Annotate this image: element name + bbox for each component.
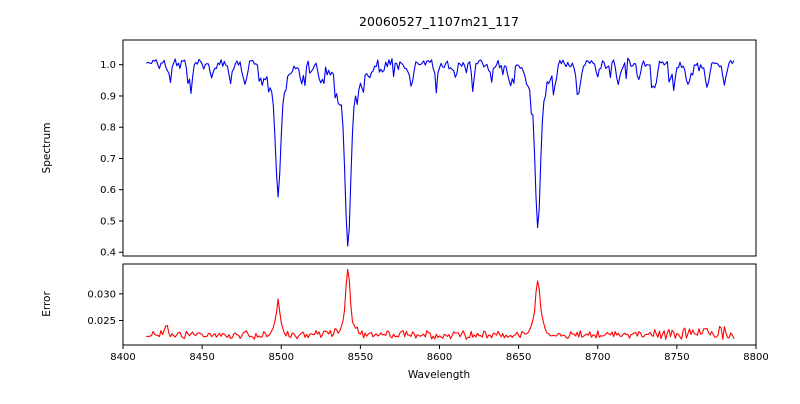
- error-panel-border: [122, 263, 757, 346]
- x-tick-label: 8550: [348, 352, 373, 363]
- spectrum-y-tick-label: 0.8: [100, 123, 116, 134]
- error-y-tick-label: 0.030: [87, 289, 116, 300]
- spectrum-y-axis-label: Spectrum: [41, 123, 53, 174]
- x-tick-label: 8400: [110, 352, 135, 363]
- spectrum-y-ticks: 1.0 0.9 0.8 0.7 0.6 0.5 0.4: [100, 60, 123, 259]
- x-tick-label: 8800: [743, 352, 768, 363]
- error-y-tick-label: 0.025: [87, 316, 116, 327]
- x-tick-label: 8450: [189, 352, 214, 363]
- spectrum-y-tick-label: 1.0: [100, 60, 116, 71]
- spectrum-y-tick-label: 0.4: [100, 248, 116, 259]
- x-tick-label: 8600: [427, 352, 452, 363]
- spectrum-panel-border: [122, 39, 757, 257]
- error-y-axis-label: Error: [41, 291, 53, 317]
- x-tick-label: 8500: [269, 352, 294, 363]
- x-axis-label: Wavelength: [408, 369, 470, 381]
- spectrum-y-tick-label: 0.7: [100, 154, 116, 165]
- spectrum-y-tick-label: 0.9: [100, 91, 116, 102]
- spectrum-y-tick-label: 0.5: [100, 216, 116, 227]
- error-line: [146, 268, 735, 340]
- spectrum-y-tick-label: 0.6: [100, 185, 116, 196]
- error-y-ticks: 0.030 0.025: [87, 289, 123, 327]
- x-tick-label: 8700: [585, 352, 610, 363]
- x-ticks: 8400 8450 8500 8550 8600 8650 8700 8750 8800: [110, 345, 769, 363]
- x-tick-label: 8750: [664, 352, 689, 363]
- spectrum-line: [146, 57, 735, 247]
- chart-title: 20060527_1107m21_117: [359, 14, 519, 29]
- x-tick-label: 8650: [506, 352, 531, 363]
